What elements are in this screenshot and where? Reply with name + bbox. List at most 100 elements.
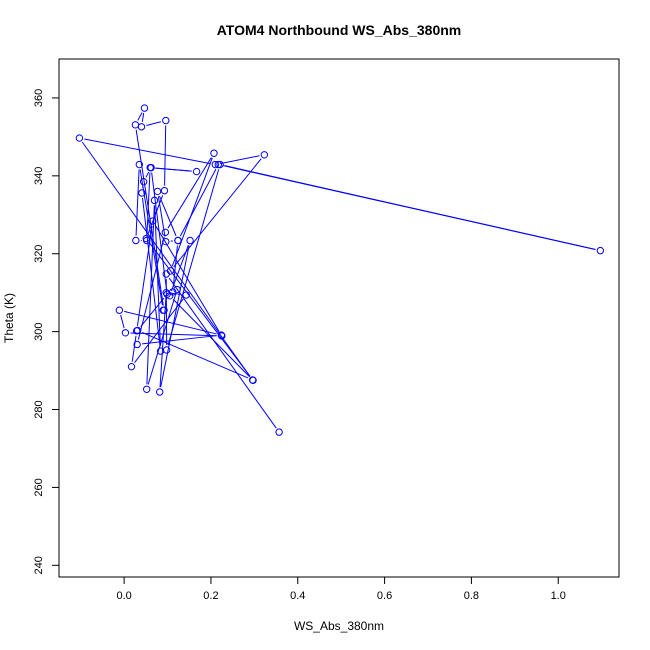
data-point — [133, 340, 141, 349]
data-point — [211, 160, 219, 169]
data-point — [186, 236, 194, 245]
series-segment — [140, 297, 165, 327]
series-segment — [159, 195, 177, 237]
series-segment — [172, 299, 250, 378]
series-segment — [171, 292, 182, 295]
series-segment — [141, 112, 145, 122]
data-point — [149, 217, 157, 225]
series-segment — [147, 195, 164, 235]
series-segment — [155, 167, 192, 172]
series-segment — [172, 245, 178, 287]
data-point — [210, 149, 218, 157]
series-segment — [154, 225, 220, 332]
x-tick-label: 1.0 — [551, 590, 566, 602]
y-tick-label: 260 — [33, 478, 45, 496]
series-segment — [160, 245, 190, 388]
data-point — [162, 288, 170, 297]
series-segment — [134, 298, 184, 364]
data-point — [132, 236, 140, 245]
series-segment — [120, 314, 125, 329]
data-point — [75, 134, 84, 142]
data-point — [174, 236, 182, 245]
data-point — [162, 116, 170, 125]
data-point — [142, 385, 151, 393]
series-segment — [81, 141, 251, 377]
y-tick-label: 240 — [33, 556, 45, 574]
data-point — [147, 163, 155, 172]
data-point — [160, 306, 168, 314]
series-segment — [147, 294, 177, 385]
series-segment — [142, 197, 161, 347]
series-segment — [171, 157, 213, 267]
series-segment — [164, 125, 167, 186]
data-point — [139, 177, 148, 186]
data-point — [160, 186, 169, 195]
series-segment — [173, 158, 262, 268]
data-point — [275, 428, 283, 436]
series-layer — [75, 104, 605, 436]
data-point — [142, 234, 150, 243]
data-point — [162, 237, 170, 246]
data-point — [596, 246, 605, 255]
data-point — [166, 267, 175, 275]
series-segment — [124, 310, 217, 335]
series-segment — [137, 237, 165, 340]
series-segment — [223, 165, 596, 251]
data-point — [133, 326, 142, 335]
series-segment — [168, 277, 277, 429]
series-segment — [142, 335, 217, 345]
plot-area-frame — [58, 58, 620, 578]
y-axis: 240 260 280 300 320 340 360 — [33, 89, 59, 574]
data-point — [173, 285, 181, 294]
chart-title: ATOM4 Northbound WS_Abs_380nm — [217, 22, 462, 38]
x-axis: 0.0 0.2 0.4 0.6 0.8 1.0 — [116, 577, 566, 602]
series-segment — [145, 171, 150, 178]
series-segment — [148, 242, 251, 377]
y-tick-label: 320 — [33, 245, 45, 263]
y-tick-label: 300 — [33, 322, 45, 340]
data-point — [138, 189, 146, 197]
series-segment — [135, 169, 140, 236]
data-point — [217, 331, 226, 339]
x-tick-label: 0.2 — [203, 590, 218, 602]
y-tick-label: 360 — [33, 89, 45, 107]
y-tick-label: 280 — [33, 400, 45, 418]
series-segment — [135, 129, 164, 306]
data-point — [156, 388, 164, 396]
data-point — [156, 347, 165, 355]
data-point — [137, 123, 146, 131]
x-tick-label: 0.8 — [464, 590, 479, 602]
series-segment — [137, 112, 143, 121]
data-point — [135, 160, 144, 169]
series-segment — [146, 172, 151, 236]
data-point — [192, 167, 201, 176]
data-point — [214, 160, 223, 169]
data-point — [153, 187, 162, 196]
series-segment — [220, 155, 260, 165]
data-point — [260, 151, 269, 159]
data-point — [140, 104, 149, 112]
series-segment — [139, 169, 163, 306]
x-tick-label: 0.4 — [290, 590, 305, 602]
data-point — [161, 228, 170, 237]
series-segment — [167, 169, 220, 346]
series-segment — [146, 121, 162, 127]
series-segment — [167, 157, 212, 229]
series-segment — [146, 205, 155, 385]
series-segment — [131, 335, 137, 362]
data-point — [121, 329, 130, 337]
x-tick-label: 0.6 — [377, 590, 392, 602]
data-point — [248, 376, 257, 384]
data-point — [115, 306, 124, 314]
data-point — [182, 291, 190, 299]
data-point — [150, 196, 159, 205]
x-tick-label: 0.0 — [116, 590, 131, 602]
data-point — [127, 362, 136, 371]
y-axis-label: Theta (K) — [2, 293, 16, 343]
x-axis-label: WS_Abs_380nm — [294, 619, 384, 633]
series-segment — [84, 138, 211, 165]
series-segment — [141, 331, 249, 379]
data-point — [163, 290, 171, 298]
